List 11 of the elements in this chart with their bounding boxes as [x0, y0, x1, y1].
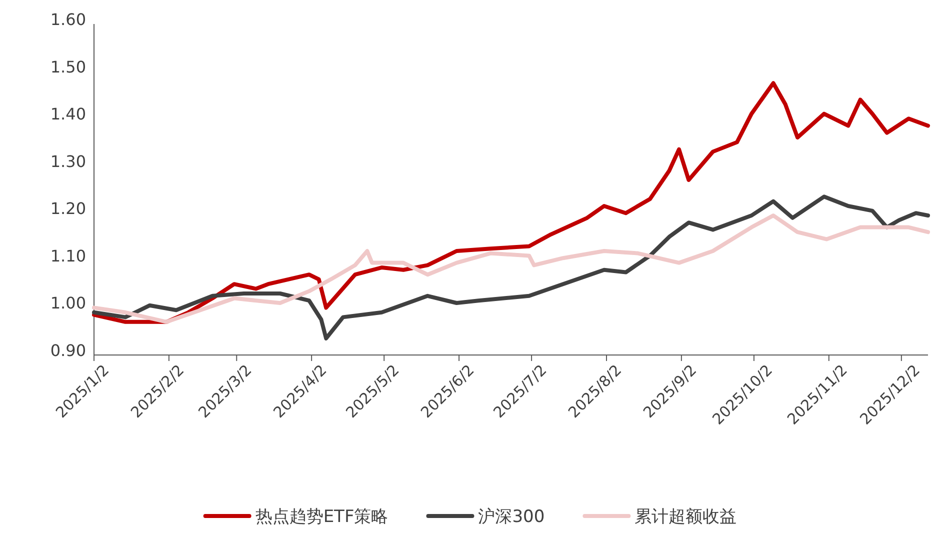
y-tick-label: 1.50 — [50, 57, 86, 76]
y-tick-label: 1.10 — [50, 246, 86, 266]
legend-label: 累计超额收益 — [634, 507, 737, 527]
y-tick-label: 0.90 — [50, 341, 86, 360]
legend-label: 沪深300 — [478, 507, 545, 527]
y-tick-label: 1.40 — [50, 104, 86, 124]
y-tick-label: 1.20 — [50, 199, 86, 218]
y-tick-label: 1.30 — [50, 152, 86, 171]
y-tick-label: 1.60 — [50, 10, 86, 29]
y-tick-label: 1.00 — [50, 294, 86, 313]
legend-label: 热点趋势ETF策略 — [255, 507, 388, 527]
